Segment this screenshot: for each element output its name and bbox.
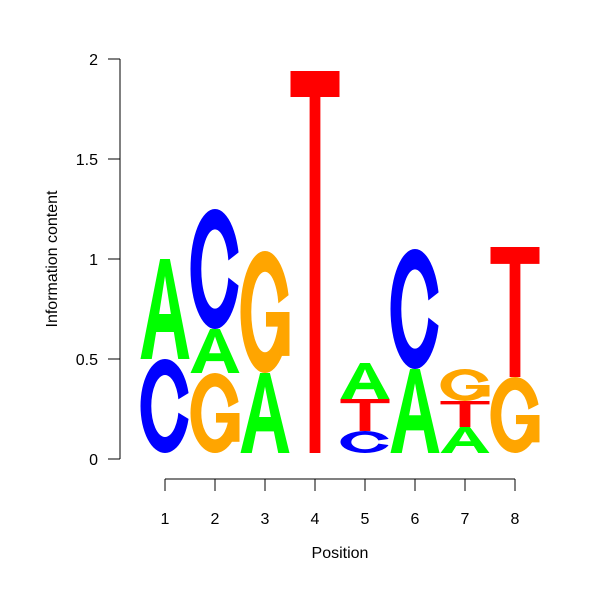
y-tick-label: 0.5 [76, 352, 98, 369]
logo-letter-T [340, 399, 390, 431]
y-tick-label: 1.5 [76, 152, 98, 169]
x-tick-label: 4 [311, 511, 320, 528]
plot-area [140, 71, 540, 454]
y-tick-label: 0 [89, 452, 98, 469]
x-tick-label: 2 [211, 511, 220, 528]
y-tick-label: 1 [89, 252, 98, 269]
logo-letter-T [290, 71, 340, 453]
logo-letter-G [440, 369, 490, 401]
logo-letter-C [340, 431, 390, 454]
x-tick-label: 3 [261, 511, 270, 528]
y-axis: 0 0.5 1 1.5 2 [76, 52, 121, 469]
logo-column-5 [340, 363, 390, 454]
logo-letter-C [190, 209, 240, 329]
logo-letter-G [490, 377, 540, 453]
logo-letter-A [440, 427, 490, 453]
logo-letter-A [190, 329, 240, 373]
logo-column-1 [140, 259, 190, 453]
logo-column-4 [290, 71, 340, 453]
x-axis-title: Position [312, 545, 369, 562]
logo-column-8 [490, 247, 540, 453]
logo-letter-A [240, 373, 290, 453]
y-tick-label: 2 [89, 52, 98, 69]
x-tick-label: 8 [511, 511, 520, 528]
logo-letter-T [490, 247, 540, 377]
x-tick-label: 1 [161, 511, 170, 528]
logo-column-2 [190, 209, 240, 453]
x-tick-label: 7 [461, 511, 470, 528]
x-axis: 1 2 3 4 5 6 7 8 [161, 478, 520, 528]
logo-letter-A [140, 259, 190, 359]
logo-letter-A [340, 363, 390, 399]
logo-letter-G [240, 250, 290, 373]
logo-column-7 [440, 369, 490, 453]
logo-letter-A [390, 369, 440, 453]
logo-letter-T [440, 401, 490, 427]
x-tick-label: 6 [411, 511, 420, 528]
logo-letter-C [390, 249, 440, 369]
x-tick-label: 5 [361, 511, 370, 528]
y-axis-title: Information content [44, 190, 61, 328]
logo-column-6 [390, 249, 440, 453]
logo-letter-G [190, 373, 240, 453]
logo-letter-C [140, 359, 190, 453]
logo-column-3 [240, 250, 290, 453]
